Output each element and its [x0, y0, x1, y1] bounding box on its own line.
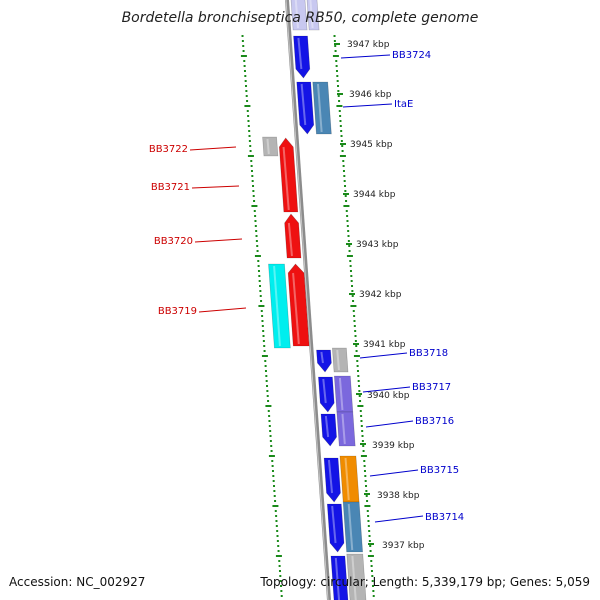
gene-label-line: [340, 54, 391, 59]
gene-shape-highlight: [282, 146, 290, 211]
kbp-label: 3943 kbp: [356, 240, 399, 250]
gene-shape-highlight: [324, 415, 330, 438]
gene-shape-highlight: [309, 0, 314, 29]
gene-shape[interactable]: [342, 501, 363, 553]
gene-label-line: [194, 238, 243, 243]
gene-label-line: [191, 185, 240, 189]
gene-label-line: [359, 352, 408, 359]
gene-shape-highlight: [320, 351, 324, 364]
gene-label-line: [365, 420, 414, 428]
gene-shape-highlight: [316, 83, 323, 133]
gene-shape-highlight: [266, 138, 270, 155]
gene-shape[interactable]: [293, 35, 311, 79]
reverse-gene-labels: BB3722 BB3721 BB3720 BB3719: [149, 144, 247, 317]
kbp-labels: 3947 kbp 3946 kbp 3945 kbp 3944 kbp 3943…: [334, 40, 425, 551]
gene-shape-highlight: [351, 555, 357, 600]
gene-shape[interactable]: [290, 0, 308, 31]
gene-label[interactable]: BB3718: [409, 348, 448, 359]
gene-shape[interactable]: [284, 213, 302, 259]
gene-label-line: [369, 469, 419, 477]
gene-label[interactable]: BB3716: [415, 416, 454, 427]
gene-label-line: [342, 103, 393, 108]
genome-stats-text: Topology: circular; Length: 5,339,179 bp…: [260, 575, 590, 589]
gene-shape[interactable]: [326, 503, 345, 553]
gene-shape[interactable]: [323, 457, 341, 503]
gene-shape-highlight: [297, 37, 303, 70]
genome-backbone: [285, 0, 331, 600]
gene-shape[interactable]: [333, 375, 354, 413]
gene-shapes: [262, 0, 367, 600]
gene-shape[interactable]: [332, 347, 349, 373]
gene-shape-highlight: [287, 222, 293, 257]
gene-label[interactable]: BB3717: [412, 382, 451, 393]
right-tick-track: [332, 35, 375, 597]
gene-shape-highlight: [327, 459, 334, 494]
gene-shape[interactable]: [262, 136, 279, 157]
gene-label-line: [189, 146, 237, 151]
gene-shape-highlight: [300, 83, 307, 126]
gene-shape[interactable]: [316, 349, 332, 373]
gene-shape[interactable]: [320, 413, 337, 447]
gene-label[interactable]: BB3715: [420, 465, 459, 476]
kbp-label: 3945 kbp: [350, 140, 393, 150]
gene-shape-highlight: [292, 272, 300, 345]
gene-shape[interactable]: [287, 263, 310, 347]
gene-shape[interactable]: [330, 555, 349, 600]
kbp-label: 3941 kbp: [363, 340, 406, 350]
gene-shape-highlight: [341, 413, 346, 445]
kbp-label: 3937 kbp: [382, 541, 425, 551]
gene-shape-highlight: [338, 377, 344, 411]
gene-label-line: [198, 307, 247, 313]
gene-shape[interactable]: [318, 376, 335, 413]
kbp-label: 3942 kbp: [359, 290, 402, 300]
kbp-label: 3938 kbp: [377, 491, 420, 501]
gene-shape-highlight: [344, 457, 350, 501]
gene-label[interactable]: BB3724: [392, 50, 431, 61]
gene-shape[interactable]: [278, 137, 299, 213]
gene-label-line: [362, 386, 411, 393]
gene-label[interactable]: ItaE: [394, 99, 413, 110]
gene-shape-highlight: [347, 503, 354, 551]
forward-gene-labels: BB3724 ItaE BB3718 BB3717 BB3716 BB3715 …: [340, 50, 464, 523]
kbp-label: 3939 kbp: [372, 441, 415, 451]
accession-text: Accession: NC_002927: [9, 575, 146, 589]
gene-shape[interactable]: [336, 411, 356, 447]
gene-shape[interactable]: [312, 81, 332, 135]
genome-backbone-highlight: [285, 0, 329, 600]
left-tick-track: [240, 35, 283, 597]
gene-shape-highlight: [336, 349, 340, 371]
gene-label[interactable]: BB3721: [151, 182, 190, 193]
gene-shape-highlight: [273, 265, 281, 347]
gene-label-line: [374, 515, 424, 523]
kbp-label: 3946 kbp: [349, 90, 392, 100]
gene-label[interactable]: BB3719: [158, 306, 197, 317]
kbp-label: 3947 kbp: [347, 40, 390, 50]
gene-label[interactable]: BB3722: [149, 144, 188, 155]
gene-shape-highlight: [334, 557, 341, 600]
gene-shape-highlight: [322, 378, 327, 404]
gene-shape[interactable]: [306, 0, 320, 31]
gene-shape[interactable]: [296, 81, 315, 135]
gene-label[interactable]: BB3720: [154, 236, 193, 247]
gene-shape[interactable]: [268, 263, 291, 349]
gene-label[interactable]: BB3714: [425, 512, 464, 523]
gene-shape-highlight: [331, 505, 337, 544]
page-title: Bordetella bronchiseptica RB50, complete…: [121, 10, 479, 26]
kbp-label: 3944 kbp: [353, 190, 396, 200]
gene-shape-highlight: [294, 0, 299, 29]
gene-shape[interactable]: [346, 553, 367, 600]
kbp-label: 3940 kbp: [367, 391, 410, 401]
gene-shape[interactable]: [339, 455, 360, 503]
